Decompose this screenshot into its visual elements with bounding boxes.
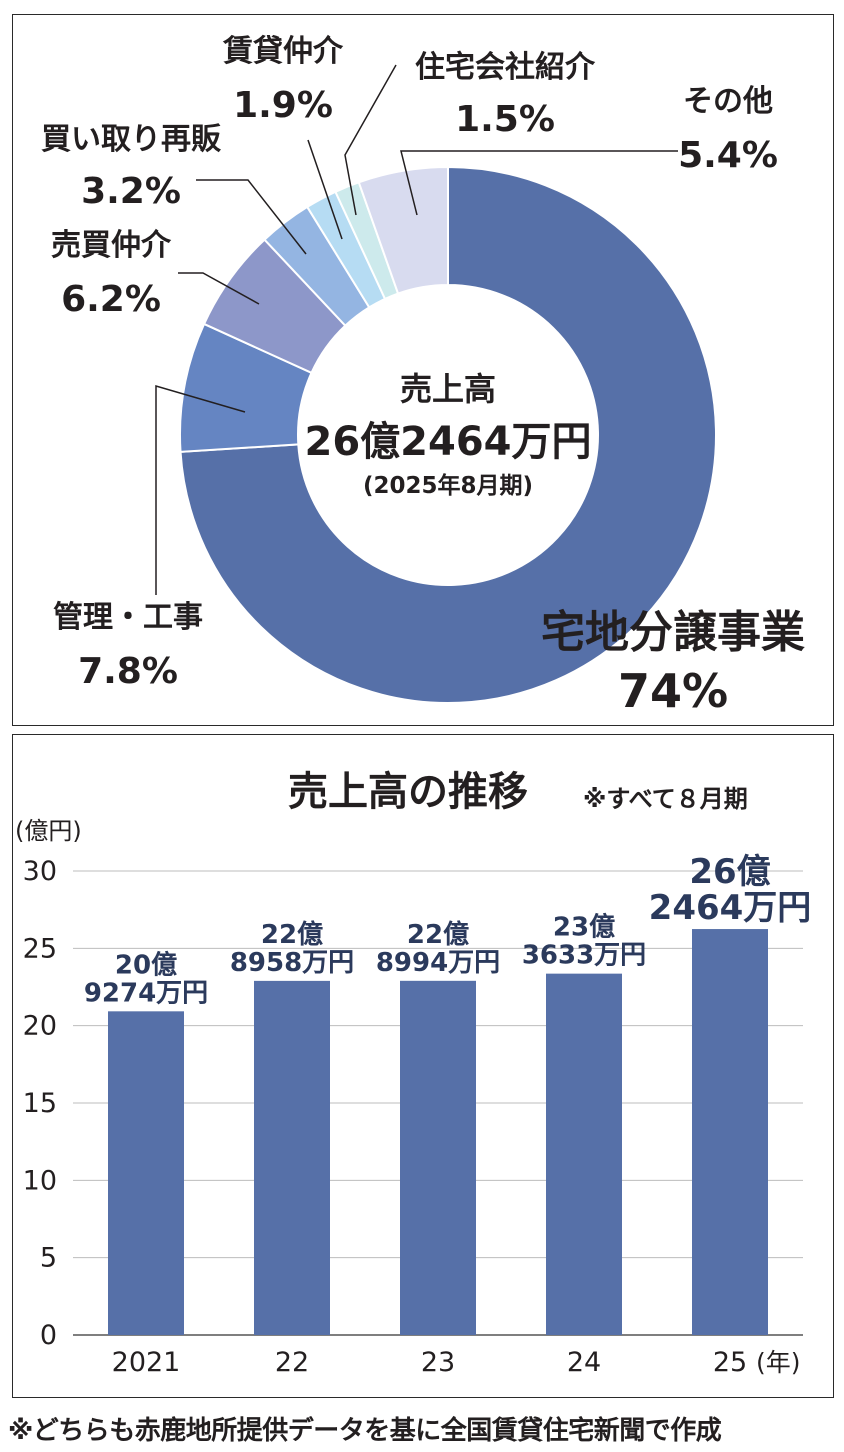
slice-name-5: 住宅会社紹介 (415, 50, 596, 85)
y-tick-label-5: 5 (40, 1243, 57, 1274)
x-tick-label-23: 23 (421, 1347, 455, 1378)
x-axis-unit: (年) (756, 1348, 801, 1377)
bar-label-oku-23: 22億 (407, 920, 469, 950)
y-tick-label-25: 25 (23, 933, 57, 964)
slice-name-1: 管理・工事 (53, 600, 203, 635)
bar-label-man-25: 2464万円 (649, 888, 812, 928)
leader-line-4 (307, 139, 343, 240)
y-tick-label-0: 0 (40, 1320, 57, 1351)
bar-label-man-24: 3633万円 (522, 941, 646, 971)
x-tick-label-22: 22 (275, 1347, 309, 1378)
slice-percent-6: 5.4% (678, 135, 778, 176)
slice-percent-2: 6.2% (61, 279, 161, 320)
bar-label-oku-24: 23億 (553, 913, 615, 943)
bar-22 (254, 980, 330, 1335)
sales-trend-panel: 売上高の推移 ※すべて８月期 (億円) 0 5 10 15 20 25 30 20億 9274万円 20… (12, 734, 834, 1398)
sales-composition-panel: 売上高 26億2464万円 (2025年8月期) 宅地分譲事業 74% 管理・工事 7.8%… (12, 14, 834, 726)
bar-24 (546, 973, 622, 1335)
bar-label-oku-2021: 20億 (115, 950, 177, 980)
slice-name-0: 宅地分譲事業 (541, 607, 805, 658)
slice-name-3: 買い取り再販 (41, 122, 222, 157)
center-period: (2025年8月期) (363, 472, 533, 499)
bar-label-oku-22: 22億 (261, 920, 323, 950)
bar-label-man-22: 8958万円 (230, 948, 354, 978)
x-tick-label-25: 25 (713, 1347, 747, 1378)
donut-slice-0 (179, 165, 717, 704)
bar-chart-note: ※すべて８月期 (583, 785, 748, 813)
x-tick-label-24: 24 (567, 1347, 601, 1378)
slice-percent-1: 7.8% (78, 651, 178, 692)
bar-23 (400, 980, 476, 1335)
sales-composition-donut-chart: 売上高 26億2464万円 (2025年8月期) 宅地分譲事業 74% 管理・工事 7.8%… (41, 34, 805, 718)
center-value: 26億2464万円 (305, 419, 592, 465)
bar-chart-title: 売上高の推移 (288, 769, 528, 815)
y-tick-label-15: 15 (23, 1088, 57, 1119)
slice-percent-5: 1.5% (455, 99, 555, 140)
slice-name-2: 売買仲介 (51, 228, 172, 263)
y-axis-unit: (億円) (15, 817, 82, 845)
slice-percent-4: 1.9% (233, 85, 333, 126)
slice-name-6: その他 (683, 84, 773, 119)
leader-line-3 (196, 179, 307, 255)
center-title: 売上高 (400, 370, 496, 408)
source-footnote: ※どちらも赤鹿地所提供データを基に全国賃貸住宅新聞で作成 (8, 1416, 722, 1446)
bar-label-oku-25: 26億 (689, 852, 770, 892)
leader-line-1 (155, 384, 246, 595)
bar-label-man-23: 8994万円 (376, 948, 500, 978)
y-tick-label-20: 20 (23, 1011, 57, 1042)
y-tick-label-30: 30 (23, 856, 57, 887)
x-tick-label-2021: 2021 (112, 1347, 181, 1378)
y-tick-label-10: 10 (23, 1165, 57, 1196)
leader-line-6 (400, 150, 678, 216)
leader-line-2 (178, 272, 260, 305)
leader-line-5 (344, 64, 397, 216)
slice-percent-3: 3.2% (81, 171, 181, 212)
bar-2021 (108, 1011, 184, 1335)
slice-percent-0: 74% (618, 664, 728, 718)
bar-label-man-2021: 9274万円 (84, 978, 208, 1008)
bar-25 (692, 929, 768, 1335)
slice-name-4: 賃貸仲介 (222, 34, 344, 69)
donut-slice-6 (357, 165, 449, 295)
